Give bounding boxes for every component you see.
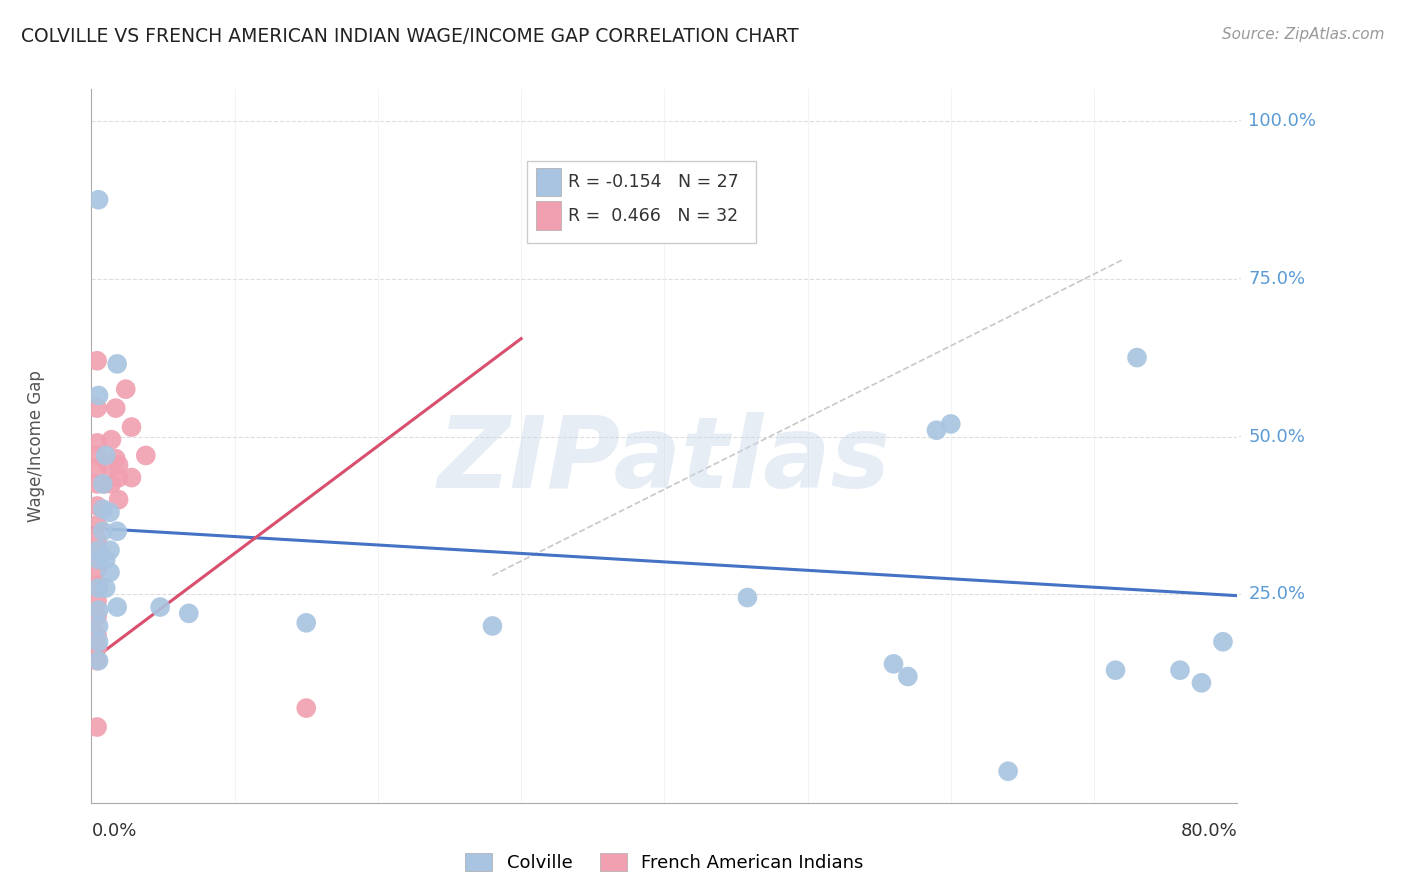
Point — [1126, 351, 1149, 365]
Point — [86, 628, 108, 642]
Point — [86, 401, 108, 416]
Point — [87, 603, 110, 617]
Point — [86, 549, 108, 564]
Point — [87, 654, 110, 668]
Point — [114, 382, 136, 396]
Point — [94, 581, 117, 595]
Point — [100, 433, 122, 447]
Point — [86, 476, 108, 491]
Point — [86, 533, 108, 548]
Point — [135, 449, 157, 463]
Point — [997, 764, 1019, 779]
Text: ZIPatlas: ZIPatlas — [437, 412, 891, 508]
Point — [925, 423, 948, 437]
Point — [86, 449, 108, 463]
Point — [939, 417, 962, 431]
Point — [91, 476, 114, 491]
Point — [87, 552, 110, 566]
Point — [104, 401, 127, 416]
Text: R = -0.154   N = 27: R = -0.154 N = 27 — [568, 173, 738, 191]
Point — [87, 619, 110, 633]
Point — [87, 543, 110, 558]
Text: 50.0%: 50.0% — [1249, 427, 1305, 445]
Text: 75.0%: 75.0% — [1249, 269, 1306, 287]
Point — [87, 193, 110, 207]
Point — [97, 458, 120, 472]
Text: 100.0%: 100.0% — [1249, 112, 1316, 129]
FancyBboxPatch shape — [527, 161, 756, 243]
Point — [177, 607, 200, 621]
Point — [86, 654, 108, 668]
Point — [882, 657, 904, 671]
Point — [98, 566, 121, 580]
Text: 80.0%: 80.0% — [1181, 822, 1237, 839]
Text: COLVILLE VS FRENCH AMERICAN INDIAN WAGE/INCOME GAP CORRELATION CHART: COLVILLE VS FRENCH AMERICAN INDIAN WAGE/… — [21, 27, 799, 45]
Text: Source: ZipAtlas.com: Source: ZipAtlas.com — [1222, 27, 1385, 42]
Point — [481, 619, 503, 633]
Point — [98, 505, 121, 519]
Point — [1168, 663, 1191, 677]
Point — [86, 641, 108, 656]
Point — [295, 615, 318, 630]
Text: Wage/Income Gap: Wage/Income Gap — [27, 370, 45, 522]
Point — [86, 353, 108, 368]
Point — [86, 578, 108, 592]
Point — [86, 517, 108, 532]
Legend: Colville, French American Indians: Colville, French American Indians — [458, 846, 870, 880]
Point — [149, 600, 172, 615]
Point — [91, 502, 114, 516]
Point — [93, 476, 115, 491]
Point — [107, 470, 129, 484]
Point — [100, 476, 122, 491]
Point — [897, 669, 920, 683]
Point — [98, 543, 121, 558]
Text: 0.0%: 0.0% — [91, 822, 136, 839]
Point — [105, 600, 128, 615]
Bar — [536, 202, 561, 230]
Point — [94, 552, 117, 566]
Point — [107, 458, 129, 472]
Point — [107, 492, 129, 507]
Point — [737, 591, 759, 605]
Point — [94, 449, 117, 463]
Point — [104, 451, 127, 466]
Point — [87, 388, 110, 402]
Point — [91, 524, 114, 539]
Point — [121, 470, 143, 484]
Point — [1191, 675, 1213, 690]
Point — [295, 701, 318, 715]
Point — [86, 593, 108, 607]
Text: 25.0%: 25.0% — [1249, 585, 1306, 603]
Point — [105, 357, 128, 371]
Bar — [536, 168, 561, 196]
Point — [1104, 663, 1126, 677]
Point — [121, 420, 143, 434]
Point — [86, 609, 108, 624]
Text: R =  0.466   N = 32: R = 0.466 N = 32 — [568, 207, 738, 225]
Point — [105, 524, 128, 539]
Point — [1212, 634, 1234, 648]
Point — [87, 634, 110, 648]
Point — [86, 562, 108, 576]
Point — [86, 435, 108, 450]
Point — [86, 461, 108, 475]
Point — [87, 581, 110, 595]
Point — [86, 499, 108, 513]
Point — [86, 720, 108, 734]
